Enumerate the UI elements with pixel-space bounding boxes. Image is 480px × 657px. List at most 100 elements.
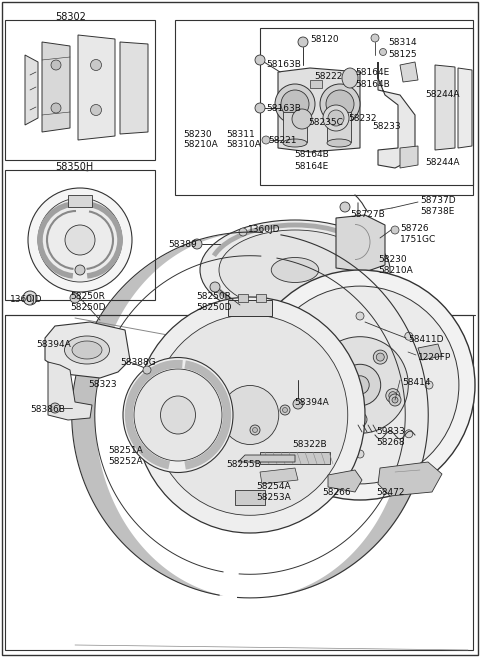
Text: 58311: 58311 xyxy=(226,130,255,139)
Polygon shape xyxy=(328,470,362,492)
Polygon shape xyxy=(336,215,385,272)
Polygon shape xyxy=(42,42,70,132)
Circle shape xyxy=(373,350,387,364)
Text: 58388G: 58388G xyxy=(120,358,156,367)
Text: 58350H: 58350H xyxy=(55,162,93,172)
Text: 58727B: 58727B xyxy=(350,210,385,219)
Polygon shape xyxy=(45,322,130,378)
Text: 1360JD: 1360JD xyxy=(248,225,280,234)
Text: 58738E: 58738E xyxy=(420,207,455,216)
Text: 58163B: 58163B xyxy=(266,60,301,69)
Circle shape xyxy=(326,90,354,118)
Circle shape xyxy=(255,55,265,65)
Text: 58235C: 58235C xyxy=(308,118,343,127)
Text: 58411D: 58411D xyxy=(408,335,444,344)
Text: 58250D: 58250D xyxy=(196,303,231,312)
Circle shape xyxy=(356,415,364,424)
Text: 58252A: 58252A xyxy=(108,457,143,466)
Polygon shape xyxy=(378,462,442,496)
Circle shape xyxy=(392,397,398,403)
Bar xyxy=(327,112,351,142)
Text: 58164B: 58164B xyxy=(355,80,390,89)
Circle shape xyxy=(339,364,381,406)
Circle shape xyxy=(425,381,433,389)
Circle shape xyxy=(70,293,80,303)
Text: 58244A: 58244A xyxy=(425,90,459,99)
Text: 58250D: 58250D xyxy=(70,303,106,312)
Circle shape xyxy=(75,265,85,275)
Text: 58254A: 58254A xyxy=(256,482,290,491)
Bar xyxy=(256,294,266,302)
Text: 58163B: 58163B xyxy=(266,104,301,113)
Text: 58210A: 58210A xyxy=(183,140,218,149)
Text: 58472: 58472 xyxy=(376,488,405,497)
Circle shape xyxy=(50,403,60,413)
Ellipse shape xyxy=(219,230,371,310)
Bar xyxy=(5,20,155,160)
Text: 58314: 58314 xyxy=(388,38,417,47)
Bar xyxy=(175,20,473,195)
Circle shape xyxy=(323,392,331,399)
Bar xyxy=(310,80,322,88)
Polygon shape xyxy=(48,362,92,420)
Circle shape xyxy=(328,110,344,126)
Circle shape xyxy=(65,225,95,255)
Polygon shape xyxy=(400,146,418,168)
Text: 58232: 58232 xyxy=(348,114,376,123)
Circle shape xyxy=(252,428,257,432)
Circle shape xyxy=(292,109,312,129)
Text: 58322B: 58322B xyxy=(292,440,326,449)
Circle shape xyxy=(26,294,34,302)
Polygon shape xyxy=(260,468,298,484)
Text: 58414: 58414 xyxy=(402,378,431,387)
Text: 58230: 58230 xyxy=(378,255,407,264)
Polygon shape xyxy=(400,62,418,82)
Bar xyxy=(68,195,92,207)
Circle shape xyxy=(245,270,475,500)
Circle shape xyxy=(391,226,399,234)
Ellipse shape xyxy=(64,336,109,364)
Bar xyxy=(283,112,307,142)
Text: 58250R: 58250R xyxy=(196,292,231,301)
Ellipse shape xyxy=(221,386,279,445)
Circle shape xyxy=(239,228,247,236)
Bar xyxy=(5,170,155,300)
Circle shape xyxy=(323,105,349,131)
Text: 58253A: 58253A xyxy=(256,493,291,502)
Circle shape xyxy=(51,60,61,70)
Text: 58394A: 58394A xyxy=(294,398,329,407)
Ellipse shape xyxy=(200,220,390,320)
Text: 58266: 58266 xyxy=(322,488,350,497)
Polygon shape xyxy=(235,490,265,505)
Text: 58164E: 58164E xyxy=(355,68,389,77)
Circle shape xyxy=(371,34,379,42)
Text: 58737D: 58737D xyxy=(420,196,456,205)
Text: 58221: 58221 xyxy=(268,136,297,145)
Text: 58726: 58726 xyxy=(400,224,429,233)
Ellipse shape xyxy=(327,139,351,147)
Polygon shape xyxy=(278,68,360,152)
Circle shape xyxy=(376,353,384,361)
Text: 58323: 58323 xyxy=(88,380,117,389)
Circle shape xyxy=(143,366,151,374)
Text: 58230: 58230 xyxy=(183,130,212,139)
Circle shape xyxy=(293,399,303,409)
Circle shape xyxy=(353,413,367,426)
Text: 1220FP: 1220FP xyxy=(418,353,451,362)
Text: 58310A: 58310A xyxy=(226,140,261,149)
Circle shape xyxy=(336,353,344,361)
Polygon shape xyxy=(418,344,442,360)
Circle shape xyxy=(351,376,369,394)
Text: 58233: 58233 xyxy=(372,122,401,131)
Circle shape xyxy=(210,282,220,292)
Circle shape xyxy=(192,239,202,249)
Bar xyxy=(5,315,473,650)
Circle shape xyxy=(333,350,347,364)
Polygon shape xyxy=(378,62,415,168)
Circle shape xyxy=(389,394,401,406)
Text: 58164E: 58164E xyxy=(294,162,328,171)
Circle shape xyxy=(320,389,334,403)
Text: 1751GC: 1751GC xyxy=(400,235,436,244)
Circle shape xyxy=(320,84,360,124)
Circle shape xyxy=(261,286,459,484)
